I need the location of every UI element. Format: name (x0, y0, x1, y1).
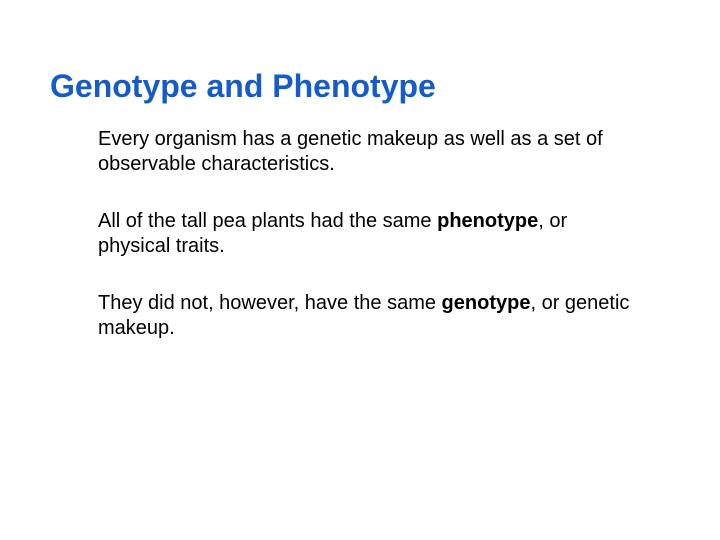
bold-term: phenotype (437, 210, 538, 232)
paragraph-2: All of the tall pea plants had the same … (98, 209, 630, 259)
text-run: All of the tall pea plants had the same (98, 210, 437, 232)
slide-container: Genotype and Phenotype Every organism ha… (0, 0, 720, 540)
body-text: Every organism has a genetic makeup as w… (50, 127, 670, 341)
paragraph-3: They did not, however, have the same gen… (98, 291, 630, 341)
bold-term: genotype (442, 292, 531, 314)
text-run: Every organism has a genetic makeup as w… (98, 128, 603, 175)
text-run: They did not, however, have the same (98, 292, 442, 314)
paragraph-1: Every organism has a genetic makeup as w… (98, 127, 630, 177)
slide-title: Genotype and Phenotype (50, 68, 670, 105)
